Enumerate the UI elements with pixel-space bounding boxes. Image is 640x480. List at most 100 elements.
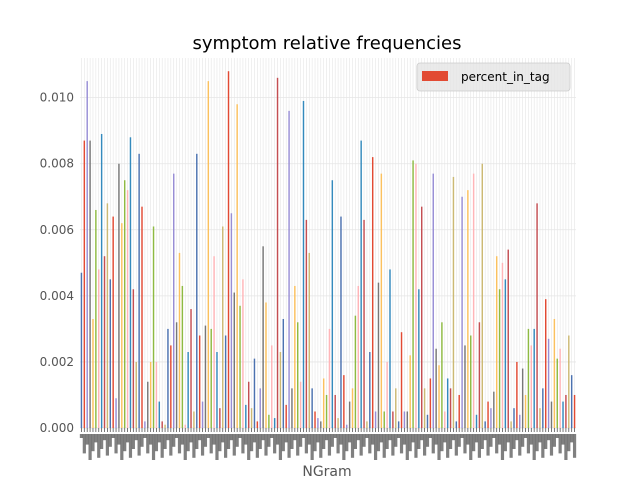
bar (392, 411, 394, 428)
x-tick-label (319, 434, 323, 458)
bar (285, 404, 287, 428)
x-tick-label (275, 434, 280, 445)
bar (282, 318, 285, 428)
x-tick-label (564, 434, 568, 460)
x-tick-label (437, 434, 441, 460)
bar (181, 285, 184, 428)
bar (418, 289, 420, 428)
bar (539, 408, 541, 428)
x-tick-label (307, 434, 311, 445)
x-tick-label (175, 434, 179, 438)
bar (239, 305, 241, 428)
bar (196, 153, 198, 428)
bar (305, 219, 308, 428)
bar (109, 279, 111, 428)
plot-area (80, 58, 576, 428)
x-tick-label (509, 434, 513, 458)
x-axis (79, 428, 577, 460)
x-tick-label (460, 434, 464, 438)
x-tick-label (402, 434, 407, 445)
x-tick-label (431, 434, 435, 454)
bar (187, 352, 189, 428)
bar (348, 401, 351, 428)
x-tick-label (212, 434, 216, 445)
bar (455, 421, 458, 428)
bar (423, 388, 426, 428)
x-tick-label (278, 434, 283, 460)
bar (115, 398, 117, 428)
x-tick-label (443, 434, 447, 443)
bar (256, 421, 259, 428)
bar (444, 411, 446, 428)
bar (118, 163, 120, 428)
x-tick-label (140, 434, 144, 447)
legend-swatch (422, 71, 448, 81)
x-tick-label (241, 434, 245, 454)
x-tick-label (477, 434, 481, 458)
x-tick-label (108, 434, 112, 447)
bar (568, 335, 570, 428)
x-tick-label (411, 434, 415, 443)
bar (470, 335, 472, 428)
bar (320, 421, 322, 428)
bar (481, 163, 483, 428)
x-tick-label (469, 434, 473, 460)
x-tick-label (408, 434, 412, 452)
bar (325, 394, 328, 428)
bar (377, 282, 380, 428)
bar (291, 388, 293, 428)
bar (86, 81, 88, 428)
bar (95, 209, 97, 428)
bar (565, 394, 567, 428)
x-tick-label (420, 434, 424, 441)
x-tick-label (572, 434, 577, 458)
bar (484, 421, 486, 428)
y-tick-label: 0.010 (40, 91, 74, 105)
bar (173, 173, 175, 428)
bar (207, 81, 210, 428)
x-tick-label (451, 434, 456, 441)
bar (487, 401, 489, 428)
bar (175, 322, 178, 428)
x-tick-label (417, 434, 421, 449)
x-tick-label (105, 434, 109, 456)
bar (386, 361, 388, 428)
x-tick-label (342, 434, 346, 460)
bar (357, 285, 359, 428)
grid-lines (80, 58, 576, 429)
x-tick-label (172, 434, 176, 447)
bar (288, 110, 290, 428)
x-tick-label (515, 434, 519, 441)
bar (461, 196, 463, 428)
x-tick-label (529, 434, 533, 445)
x-tick-label (102, 434, 107, 441)
x-tick-label (391, 434, 395, 456)
bar (247, 381, 250, 428)
x-tick-label (244, 434, 248, 445)
bar (308, 252, 310, 428)
x-tick-label (506, 434, 510, 443)
x-tick-label (117, 434, 121, 445)
x-tick-label (299, 434, 303, 447)
x-tick-label (128, 434, 133, 458)
x-tick-label (123, 434, 127, 452)
bar (184, 424, 186, 428)
x-tick-label (79, 434, 84, 438)
bar (297, 322, 299, 428)
legend: percent_in_tag (416, 62, 571, 92)
x-tick-label (336, 434, 340, 454)
bar (550, 401, 553, 428)
x-tick-label (304, 434, 308, 454)
bar (314, 411, 316, 428)
x-tick-label (163, 434, 167, 449)
bar (337, 418, 339, 428)
x-tick-label (232, 434, 236, 456)
bar (103, 256, 106, 428)
x-tick-label (137, 434, 141, 456)
bar (98, 269, 100, 428)
x-tick-label (359, 434, 363, 456)
y-tick-label: 0.006 (40, 223, 74, 237)
bar (415, 163, 417, 428)
bar (138, 153, 140, 428)
